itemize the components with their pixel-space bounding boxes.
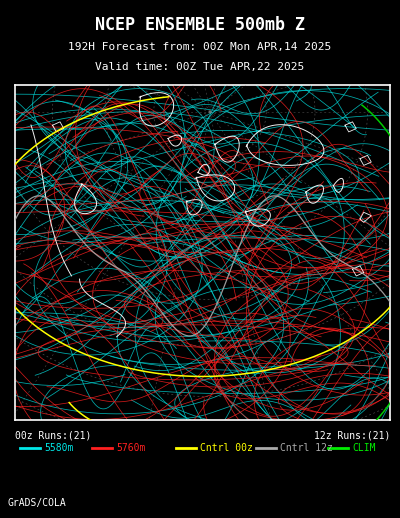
Text: Cntrl 12z: Cntrl 12z	[280, 443, 333, 453]
Text: Cntrl 00z: Cntrl 00z	[200, 443, 253, 453]
Text: 5760m: 5760m	[116, 443, 145, 453]
Text: 5580m: 5580m	[44, 443, 73, 453]
Text: 12z Runs:(21): 12z Runs:(21)	[314, 430, 390, 440]
Text: 00z Runs:(21): 00z Runs:(21)	[15, 430, 91, 440]
Text: GrADS/COLA: GrADS/COLA	[8, 498, 67, 508]
Text: NCEP ENSEMBLE 500mb Z: NCEP ENSEMBLE 500mb Z	[95, 16, 305, 34]
Text: CLIM: CLIM	[352, 443, 376, 453]
Text: Valid time: 00Z Tue APR,22 2025: Valid time: 00Z Tue APR,22 2025	[95, 62, 305, 72]
Text: 192H Forecast from: 00Z Mon APR,14 2025: 192H Forecast from: 00Z Mon APR,14 2025	[68, 42, 332, 52]
